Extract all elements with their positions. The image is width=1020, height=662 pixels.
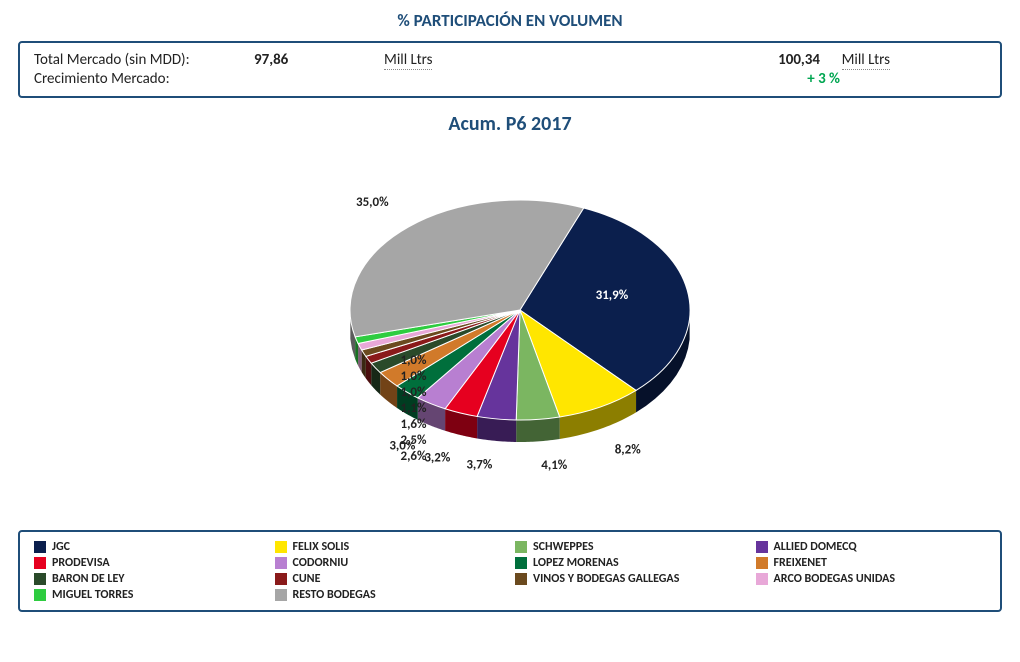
legend-item: VINOS Y BODEGAS GALLEGAS <box>515 572 746 586</box>
slice-label: 4,1% <box>541 458 568 473</box>
summary-val2: 100,34 <box>778 51 820 69</box>
legend-item: CUNE <box>275 572 506 586</box>
legend-item: BARON DE LEY <box>34 572 265 586</box>
summary-growth-value: + 3 % <box>807 70 840 88</box>
summary-market-label: Total Mercado (sin MDD): <box>34 51 254 70</box>
summary-val1: 97,86 <box>254 51 384 70</box>
legend-label: VINOS Y BODEGAS GALLEGAS <box>533 572 679 586</box>
legend-box: JGC FELIX SOLIS SCHWEPPES ALLIED DOMECQ PROD… <box>18 530 1002 612</box>
legend-swatch <box>275 573 287 585</box>
slice-label: 1,0% <box>400 385 427 400</box>
legend-label: PRODEVISA <box>52 556 110 570</box>
legend-label: FREIXENET <box>774 556 827 570</box>
legend-item: ALLIED DOMECQ <box>756 540 987 554</box>
legend-swatch <box>34 573 46 585</box>
slice-label: 1,0% <box>400 369 427 384</box>
page-title: % PARTICIPACIÓN EN VOLUMEN <box>12 10 1008 31</box>
legend-label: FELIX SOLIS <box>293 540 350 554</box>
summary-row-market: Total Mercado (sin MDD): 97,86 Mill Ltrs… <box>34 51 986 70</box>
legend-swatch <box>275 589 287 601</box>
legend-swatch <box>756 573 768 585</box>
summary-unit1: Mill Ltrs <box>384 51 432 70</box>
slice-label: 2,6% <box>400 449 427 464</box>
legend-item: FREIXENET <box>756 556 987 570</box>
slice-label: 8,2% <box>615 443 642 458</box>
slice-label: 35,0% <box>356 195 389 210</box>
legend-label: LOPEZ MORENAS <box>533 556 619 570</box>
legend-swatch <box>515 541 527 553</box>
pie-chart: 31,9%8,2%4,1%3,7%3,2%3,0%2,6%2,5%1,6%1,1… <box>160 140 860 520</box>
legend-label: JGC <box>52 540 70 554</box>
legend-label: RESTO BODEGAS <box>293 588 376 602</box>
legend-item: LOPEZ MORENAS <box>515 556 746 570</box>
legend-swatch <box>515 557 527 569</box>
legend-item: CODORNIU <box>275 556 506 570</box>
legend-label: ALLIED DOMECQ <box>774 540 857 554</box>
pie-side <box>516 417 559 442</box>
legend-label: CUNE <box>293 572 321 586</box>
legend-swatch <box>756 541 768 553</box>
legend-label: CODORNIU <box>293 556 349 570</box>
slice-label: 1,0% <box>400 353 427 368</box>
legend-item: ARCO BODEGAS UNIDAS <box>756 572 987 586</box>
legend-swatch <box>275 541 287 553</box>
legend-item: SCHWEPPES <box>515 540 746 554</box>
legend-item: PRODEVISA <box>34 556 265 570</box>
slice-label: 3,7% <box>466 458 493 473</box>
summary-growth-label: Crecimiento Mercado: <box>34 70 254 88</box>
legend-item: JGC <box>34 540 265 554</box>
legend-label: SCHWEPPES <box>533 540 594 554</box>
legend-swatch <box>756 557 768 569</box>
slice-label: 3,2% <box>424 450 451 465</box>
legend-label: MIGUEL TORRES <box>52 588 133 602</box>
slice-label: 31,9% <box>596 288 629 303</box>
summary-row-growth: Crecimiento Mercado: + 3 % <box>34 70 986 88</box>
summary-box: Total Mercado (sin MDD): 97,86 Mill Ltrs… <box>18 41 1002 98</box>
summary-unit2: Mill Ltrs <box>842 51 890 70</box>
chart-area: 31,9%8,2%4,1%3,7%3,2%3,0%2,6%2,5%1,6%1,1… <box>12 140 1008 520</box>
legend-label: ARCO BODEGAS UNIDAS <box>774 572 896 586</box>
legend-swatch <box>34 541 46 553</box>
legend-grid: JGC FELIX SOLIS SCHWEPPES ALLIED DOMECQ PROD… <box>34 540 986 602</box>
legend-item: FELIX SOLIS <box>275 540 506 554</box>
legend-label: BARON DE LEY <box>52 572 125 586</box>
legend-item: RESTO BODEGAS <box>275 588 506 602</box>
slice-label: 1,6% <box>400 417 427 432</box>
slice-label: 1,1% <box>400 401 427 416</box>
legend-swatch <box>34 589 46 601</box>
legend-swatch <box>515 573 527 585</box>
legend-swatch <box>34 557 46 569</box>
legend-item: MIGUEL TORRES <box>34 588 265 602</box>
chart-title: Acum. P6 2017 <box>12 112 1008 136</box>
legend-swatch <box>275 557 287 569</box>
slice-label: 2,5% <box>400 433 427 448</box>
